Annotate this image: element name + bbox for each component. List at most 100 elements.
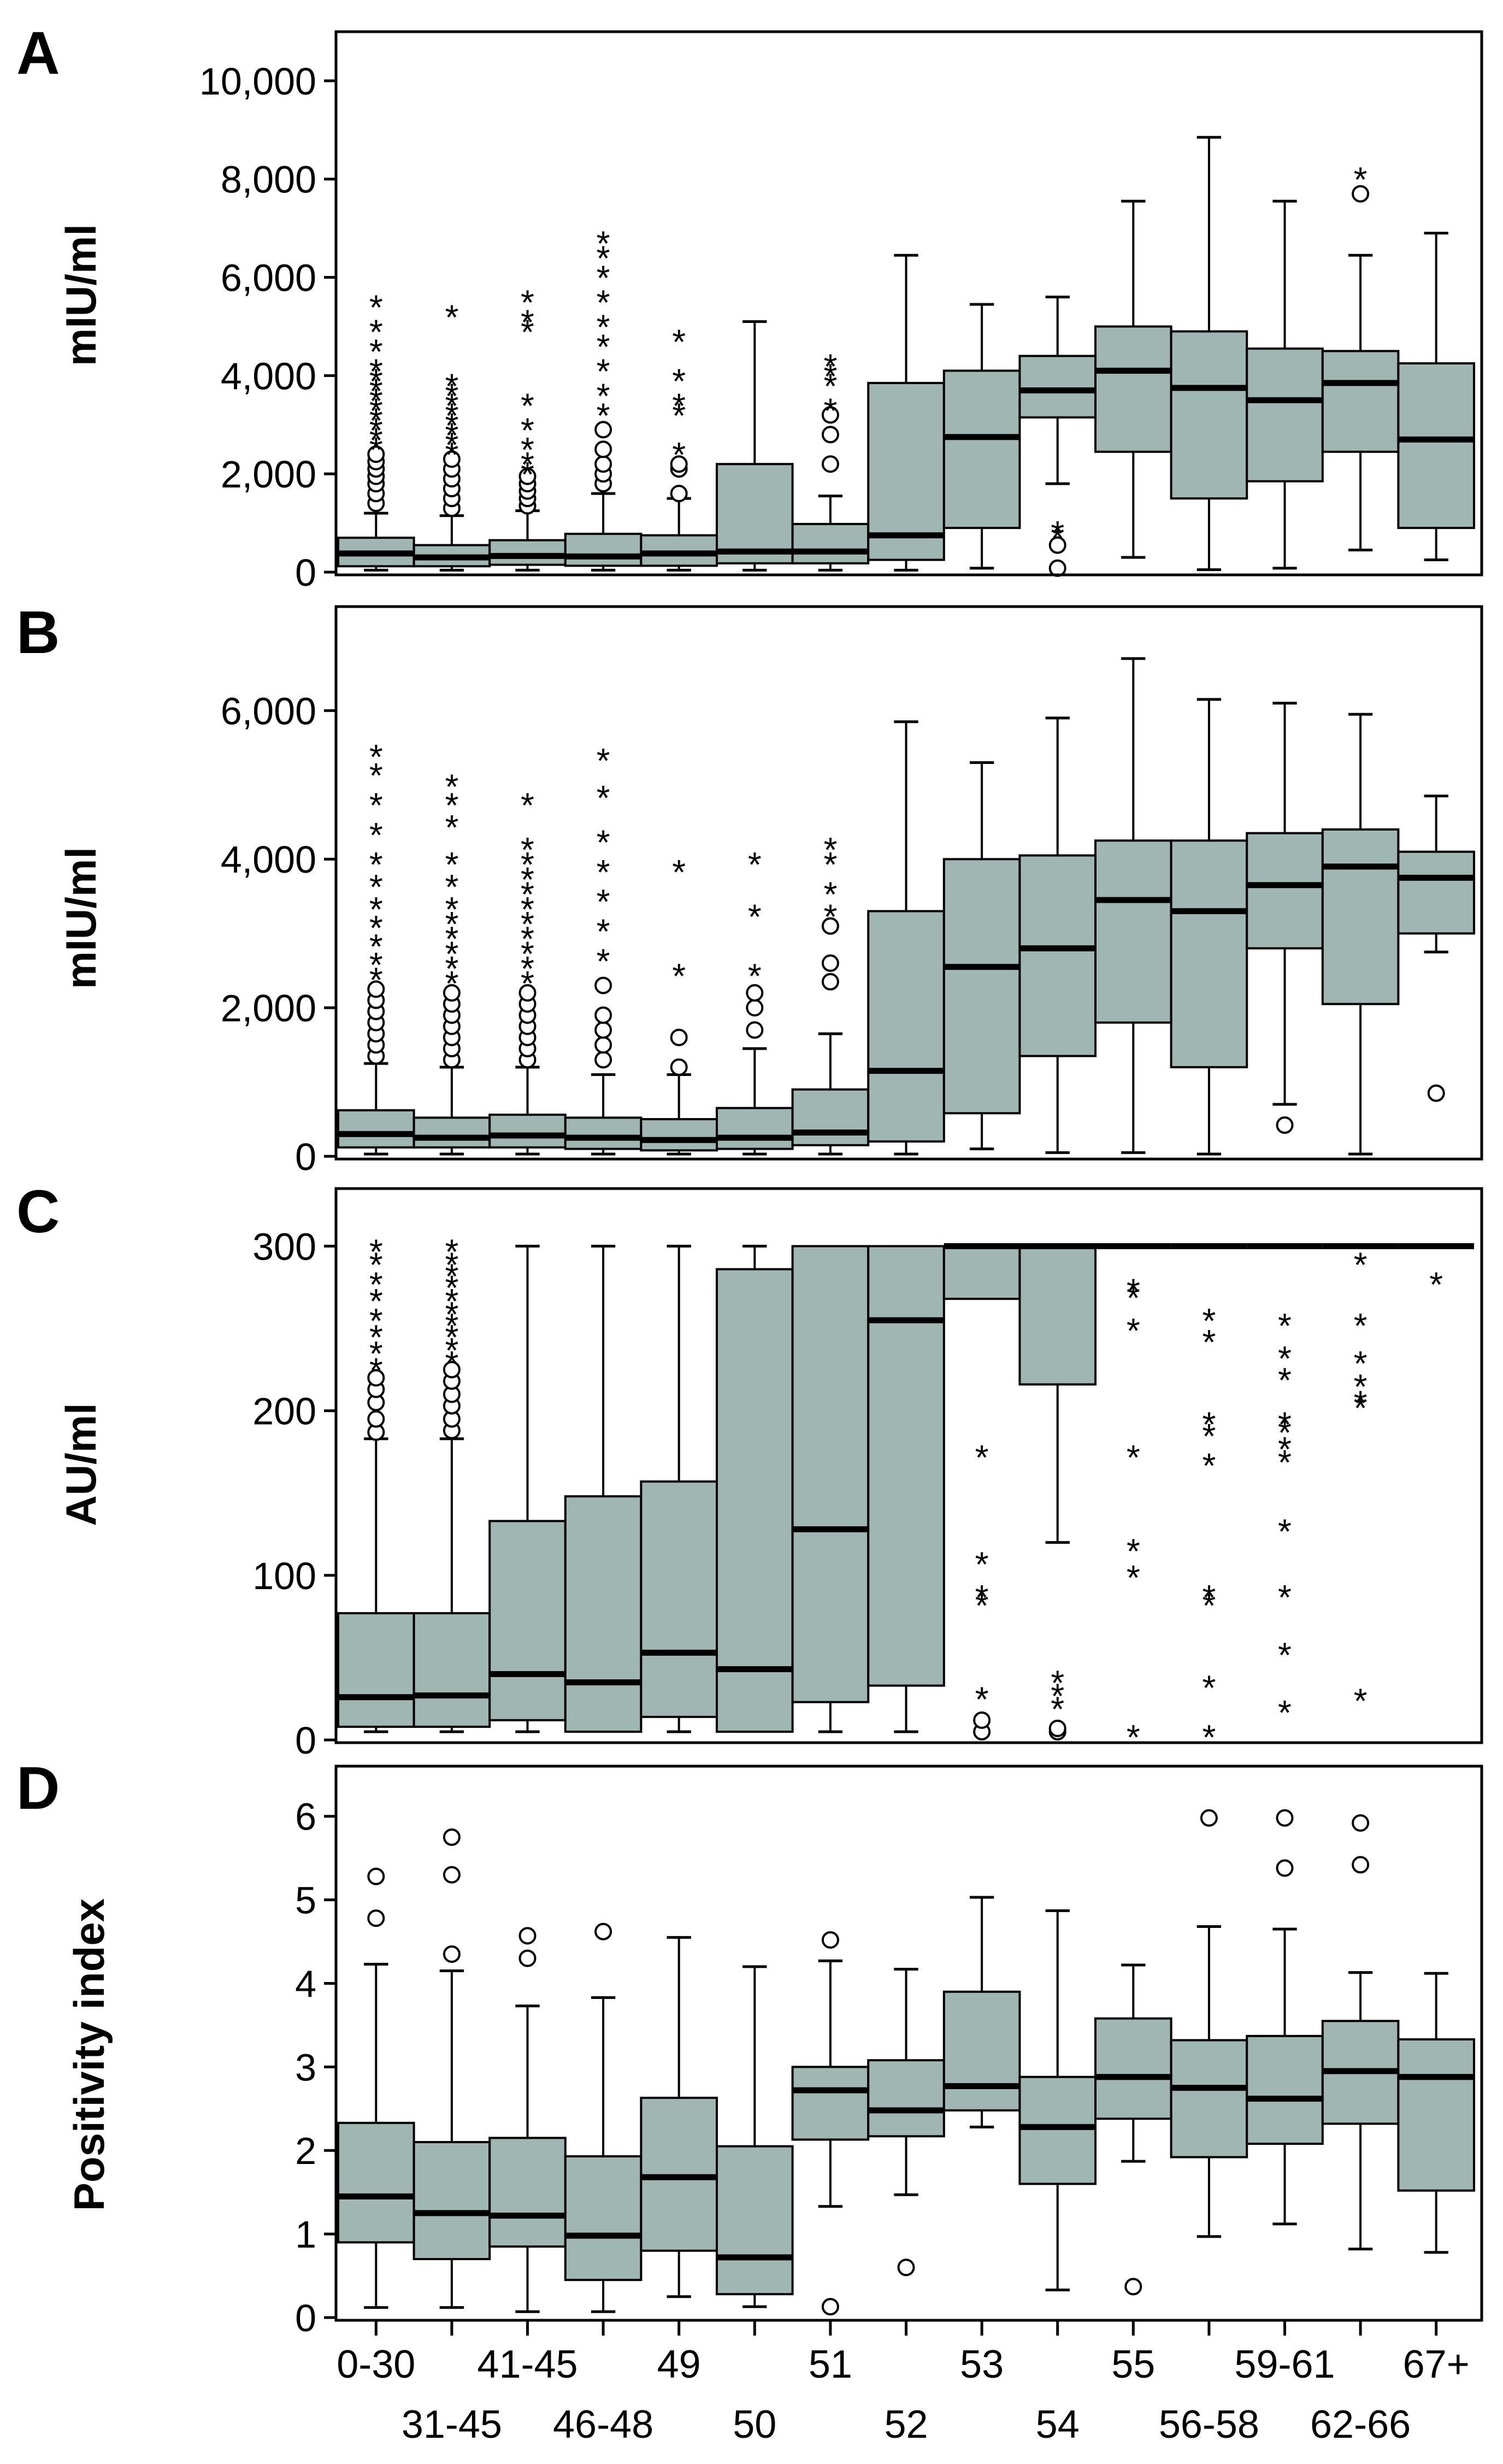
outlier-marker <box>746 999 764 1017</box>
outlier-extreme-marker: * <box>1127 1532 1140 1571</box>
box-a-62-66: * <box>1321 160 1400 552</box>
outlier-extreme-marker: * <box>1278 1405 1292 1444</box>
outlier-extreme-marker: * <box>975 1586 989 1625</box>
box-a-50 <box>716 320 794 572</box>
x-tick-label: 67+ <box>1403 2343 1470 2386</box>
y-tick-label-b: 6,000 <box>221 690 316 732</box>
y-tick-label-a: 4,000 <box>221 355 316 397</box>
outlier-extreme-marker: * <box>369 945 383 985</box>
outlier-extreme-marker: * <box>445 1232 458 1271</box>
iqr-box <box>412 2140 491 2260</box>
box-a-46-48: ********* <box>564 224 643 572</box>
outlier-extreme-marker: * <box>823 897 837 936</box>
outlier-extreme-marker: * <box>445 808 458 847</box>
iqr-box <box>564 532 643 567</box>
y-tick-label-b: 2,000 <box>221 987 316 1030</box>
box-b-49: ** <box>640 852 718 1156</box>
outlier-marker <box>594 1051 612 1069</box>
outlier-extreme-marker: * <box>369 737 383 777</box>
iqr-box <box>1094 839 1172 1024</box>
box-d-46-48 <box>564 1922 643 2313</box>
outlier-extreme-marker: * <box>1202 1718 1216 1757</box>
boxplots-b: ****************************************… <box>337 657 1475 1156</box>
outlier-extreme-marker: * <box>445 366 458 405</box>
box-b-41-45: *********** <box>488 785 567 1156</box>
outlier-extreme-marker: * <box>445 964 458 1003</box>
outlier-extreme-marker: * <box>521 430 534 469</box>
x-tick-label: 54 <box>1036 2403 1080 2447</box>
box-a-67+ <box>1397 232 1475 562</box>
outlier-marker <box>746 1021 764 1039</box>
y-tick-label-a: 2,000 <box>221 453 316 496</box>
outlier-extreme-marker: * <box>1354 1306 1368 1345</box>
y-tick-label-a: 0 <box>295 551 316 594</box>
outlier-marker <box>594 1021 612 1039</box>
outlier-extreme-marker: * <box>445 435 458 474</box>
y-tick-label-d: 2 <box>295 2130 316 2172</box>
outlier-extreme-marker: * <box>975 1545 989 1584</box>
box-b-52 <box>867 720 945 1156</box>
outlier-extreme-marker: * <box>1354 1389 1368 1428</box>
outlier-extreme-marker: * <box>369 332 383 371</box>
outlier-extreme-marker: * <box>597 741 610 780</box>
outlier-marker <box>746 984 764 1002</box>
outlier-marker <box>518 1949 537 1967</box>
outlier-marker <box>443 984 461 1002</box>
outlier-extreme-marker: * <box>1354 160 1368 199</box>
outlier-marker <box>670 1028 688 1046</box>
outlier-extreme-marker: * <box>521 860 534 899</box>
outlier-extreme-marker: * <box>521 302 534 342</box>
box-c-56-58: ********* <box>1171 1243 1247 1757</box>
x-tick-label: 51 <box>809 2343 852 2386</box>
iqr-box <box>1018 1245 1097 1386</box>
outlier-extreme-marker: * <box>1202 1446 1216 1485</box>
outlier-extreme-marker: * <box>1278 1413 1292 1452</box>
outlier-marker <box>367 1369 385 1387</box>
x-tick-label: 0-30 <box>337 2343 415 2386</box>
box-c-46-48 <box>564 1244 643 1733</box>
y-tick-label-d: 5 <box>295 1879 316 1922</box>
outlier-extreme-marker: * <box>521 283 534 322</box>
outlier-extreme-marker: * <box>975 1578 989 1617</box>
iqr-box <box>942 1245 1021 1300</box>
outlier-extreme-marker: * <box>369 908 383 948</box>
outlier-marker <box>1427 1084 1445 1102</box>
outlier-extreme-marker: * <box>823 845 837 884</box>
outlier-marker <box>594 1036 612 1054</box>
outlier-extreme-marker: * <box>672 322 686 361</box>
outlier-extreme-marker: * <box>823 346 837 386</box>
box-a-53 <box>942 303 1021 570</box>
outlier-marker <box>594 440 612 458</box>
outlier-marker <box>821 917 839 935</box>
outlier-extreme-marker: * <box>1278 1635 1292 1674</box>
y-axis-d: 0 1 2 3 4 5 6 <box>295 1796 336 2339</box>
x-tick-label: 41-45 <box>477 2343 577 2386</box>
box-c-67+: * <box>1398 1243 1474 1304</box>
iqr-box <box>564 2155 643 2281</box>
outlier-extreme-marker: * <box>823 875 837 914</box>
outlier-extreme-marker: * <box>1202 1586 1216 1625</box>
x-tick-label: 52 <box>884 2403 928 2447</box>
iqr-box <box>716 2145 794 2296</box>
y-tick-label-d: 3 <box>295 2046 316 2089</box>
outlier-extreme-marker: * <box>1278 1430 1292 1469</box>
iqr-box <box>1018 2075 1097 2185</box>
box-a-56-58 <box>1170 136 1248 572</box>
outlier-extreme-marker: * <box>1051 514 1064 553</box>
outlier-extreme-marker: * <box>597 376 610 415</box>
outlier-extreme-marker: * <box>1202 1301 1216 1340</box>
iqr-box <box>564 1116 643 1150</box>
y-tick-label-c: 200 <box>252 1390 316 1433</box>
box-c-59-61: *********** <box>1247 1243 1323 1732</box>
outlier-extreme-marker: * <box>1429 1265 1443 1304</box>
outlier-extreme-marker: * <box>1354 1384 1368 1423</box>
outlier-marker <box>443 1828 461 1846</box>
box-b-67+ <box>1397 795 1475 1102</box>
box-d-59-61 <box>1246 1809 1324 2226</box>
outlier-marker <box>821 2298 839 2316</box>
iqr-box <box>867 1245 945 1687</box>
outlier-marker <box>821 426 839 444</box>
iqr-box <box>867 2059 945 2138</box>
